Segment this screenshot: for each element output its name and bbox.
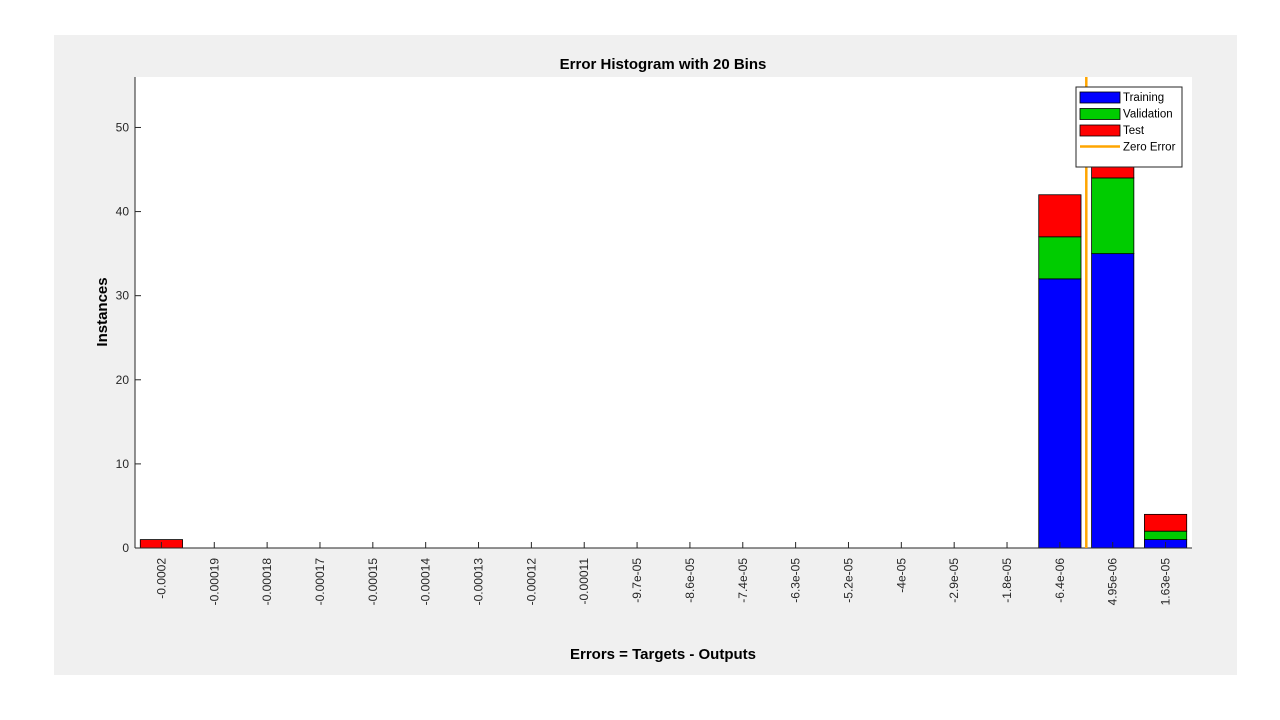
x-tick-label-5: -0.00014 [419,558,433,606]
legend-swatch-test [1079,124,1121,137]
bar-validation-17 [1038,236,1082,280]
x-tick-label-1: -0.00019 [207,558,221,606]
legend-swatch-training [1079,91,1121,104]
figure-window: Error Histogram with 20 Bins Errors = Ta… [54,35,1237,675]
x-tick-label-11: -7.4e-05 [736,558,750,603]
y-tick-label-40: 40 [116,205,130,219]
legend-swatch-validation [1079,108,1121,120]
bar-test-17 [1038,194,1082,238]
y-tick-label-30: 30 [116,289,130,303]
axes-layer: 0 10 20 30 40 50 -0.0002 -0.00019 -0.00018 -0.000… [116,77,1192,605]
x-tick-label-15: -2.9e-05 [947,558,961,603]
y-axis-title: Instances [94,277,111,346]
y-tick-label-50: 50 [116,120,130,134]
y-tick-label-10: 10 [116,457,130,471]
x-tick-label-2: -0.00018 [260,558,274,606]
legend: Training Validation Test Zero Error [1075,86,1183,168]
legend-label-training: Training [1123,92,1164,104]
bar-validation-18 [1091,177,1135,255]
x-tick-label-18: 4.95e-06 [1106,558,1120,606]
x-tick-label-9: -9.7e-05 [630,558,644,603]
x-tick-label-10: -8.6e-05 [683,558,697,603]
x-tick-label-8: -0.00011 [577,558,591,605]
x-tick-label-0: -0.0002 [154,558,168,599]
chart-title: Error Histogram with 20 Bins [560,56,767,73]
x-tick-label-14: -4e-05 [894,558,908,593]
legend-label-test: Test [1123,125,1145,137]
bar-validation-19 [1144,530,1188,540]
x-tick-label-19: 1.63e-05 [1159,558,1173,606]
x-axis-title: Errors = Targets - Outputs [570,646,756,663]
x-tick-label-13: -5.2e-05 [841,558,855,603]
y-tick-label-0: 0 [122,541,129,555]
x-tick-label-7: -0.00012 [524,558,538,606]
x-tick-label-12: -6.3e-05 [789,558,803,603]
bar-training-17 [1038,278,1082,549]
x-tick-label-17: -6.4e-06 [1053,558,1067,603]
legend-label-validation: Validation [1123,109,1173,121]
bar-test-19 [1144,513,1188,532]
y-tick-label-20: 20 [116,373,130,387]
x-tick-label-6: -0.00013 [472,558,486,606]
error-histogram-chart: Error Histogram with 20 Bins Errors = Ta… [94,56,1192,663]
bar-training-18 [1091,253,1135,549]
x-tick-label-16: -1.8e-05 [1000,558,1014,603]
x-tick-label-4: -0.00015 [366,558,380,606]
plot-area [135,77,1192,548]
x-tick-label-3: -0.00017 [313,558,327,606]
legend-label-zero-error: Zero Error [1123,142,1176,154]
